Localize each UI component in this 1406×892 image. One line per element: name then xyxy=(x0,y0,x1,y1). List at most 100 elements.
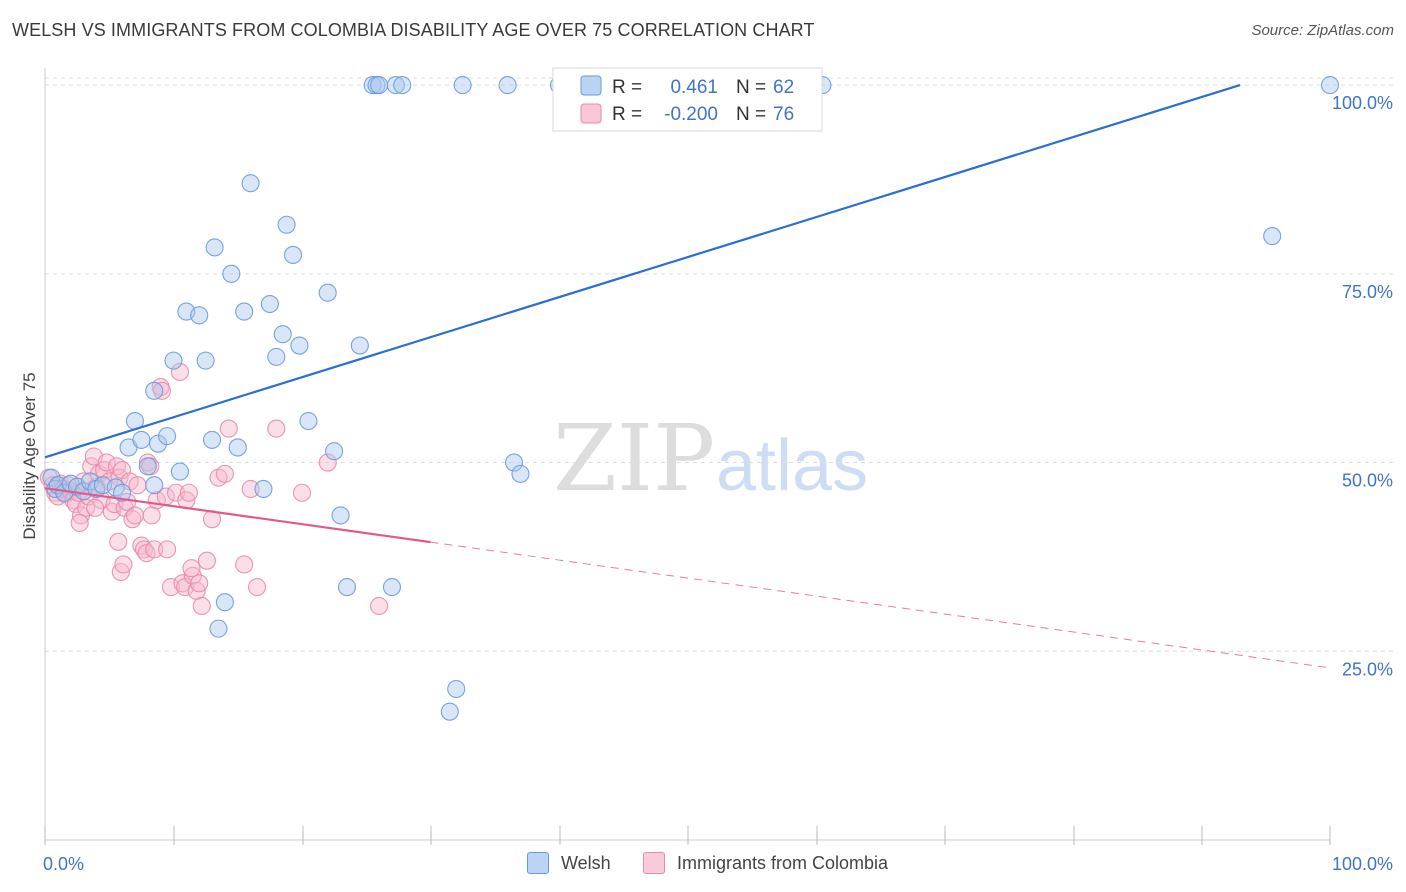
colombia-trend-extension xyxy=(430,541,1331,669)
colombia-point xyxy=(167,483,186,502)
legend-label-colombia: Immigrants from Colombia xyxy=(677,852,889,873)
colombia-point xyxy=(70,513,89,532)
welsh-point xyxy=(393,76,412,95)
colombia-point xyxy=(86,498,105,517)
welsh-point xyxy=(337,578,357,597)
welsh-legend-swatch xyxy=(527,852,549,874)
welsh-point xyxy=(260,294,279,314)
colombia-point xyxy=(97,453,116,472)
welsh-point xyxy=(386,76,405,95)
colombia-point xyxy=(235,555,254,574)
colombia-swatch xyxy=(580,103,602,124)
welsh-point xyxy=(511,464,530,483)
y-tick-label: 75.0% xyxy=(1342,282,1393,302)
welsh-point xyxy=(170,462,189,481)
welsh-trend-line xyxy=(44,84,1241,459)
chart-source: Source: ZipAtlas.com xyxy=(1251,22,1394,39)
y-tick-label: 100.0% xyxy=(1332,93,1393,113)
colombia-point xyxy=(128,476,147,495)
welsh-point xyxy=(370,76,389,95)
colombia-point xyxy=(114,555,133,574)
welsh-point xyxy=(440,702,459,721)
colombia-n-value: 76 xyxy=(773,104,794,125)
welsh-r-label: R = xyxy=(612,77,642,98)
welsh-point xyxy=(447,679,466,699)
scatter-points xyxy=(39,76,1340,721)
colombia-point xyxy=(125,506,144,525)
colombia-point xyxy=(215,464,234,483)
watermark-atlas: atlas xyxy=(716,426,868,506)
welsh-point xyxy=(277,215,296,234)
legend-item-welsh[interactable]: Welsh xyxy=(527,852,611,874)
welsh-point xyxy=(1320,76,1340,95)
y-axis-label: Disability Age Over 75 xyxy=(20,372,39,539)
tick-labels: 25.0% 50.0% 75.0% 100.0% 0.0% 100.0% xyxy=(43,93,1393,874)
welsh-point xyxy=(235,302,254,321)
welsh-n-value: 62 xyxy=(773,77,794,98)
stats-legend: R = 0.461 N = 62 R = -0.200 N = 76 xyxy=(552,67,823,132)
welsh-point xyxy=(203,430,222,449)
colombia-point xyxy=(182,559,201,578)
chart-title: WELSH VS IMMIGRANTS FROM COLOMBIA DISABI… xyxy=(12,20,815,40)
welsh-point xyxy=(382,578,402,597)
colombia-point xyxy=(241,479,260,499)
colombia-point xyxy=(183,566,202,585)
watermark-zip: ZIP xyxy=(553,405,715,512)
welsh-point xyxy=(283,245,303,265)
welsh-point xyxy=(228,438,247,457)
colombia-point xyxy=(197,551,216,570)
colombia-r-value: -0.200 xyxy=(664,104,718,125)
colombia-legend-swatch xyxy=(643,852,665,874)
colombia-point xyxy=(145,540,164,559)
colombia-point xyxy=(179,483,198,502)
colombia-point xyxy=(318,453,337,472)
colombia-point xyxy=(170,362,189,382)
welsh-point xyxy=(290,336,309,355)
welsh-point xyxy=(331,506,350,525)
welsh-point xyxy=(164,351,183,370)
y-tick-label: 50.0% xyxy=(1342,471,1393,491)
welsh-point xyxy=(222,264,241,283)
welsh-point xyxy=(158,427,177,446)
y-tick-label: 25.0% xyxy=(1342,659,1393,679)
welsh-point xyxy=(215,593,234,612)
welsh-point xyxy=(363,76,382,95)
welsh-r-value: 0.461 xyxy=(670,77,718,98)
welsh-point xyxy=(267,347,286,366)
trend-lines xyxy=(44,84,1331,669)
bottom-legend: Welsh Immigrants from Colombia xyxy=(0,850,1406,880)
axes xyxy=(44,68,1331,845)
welsh-point xyxy=(241,174,260,193)
colombia-point xyxy=(247,578,267,597)
welsh-point xyxy=(325,442,344,461)
legend-item-colombia[interactable]: Immigrants from Colombia xyxy=(643,852,888,874)
welsh-point xyxy=(145,381,164,400)
x-tick-label: 0.0% xyxy=(43,854,84,874)
welsh-point xyxy=(209,619,228,638)
welsh-point xyxy=(132,430,151,449)
legend-label-welsh: Welsh xyxy=(561,852,611,873)
x-tick-label: 100.0% xyxy=(1332,854,1393,874)
colombia-point xyxy=(158,540,177,559)
welsh-point xyxy=(145,476,164,495)
colombia-point xyxy=(292,483,312,502)
welsh-swatch xyxy=(580,75,602,96)
welsh-point xyxy=(318,283,337,302)
colombia-point xyxy=(190,574,209,593)
welsh-point xyxy=(299,411,318,431)
colombia-point xyxy=(370,596,389,616)
colombia-point xyxy=(109,532,128,551)
colombia-r-label: R = xyxy=(612,104,642,125)
welsh-point xyxy=(504,453,524,472)
welsh-point xyxy=(205,238,224,257)
welsh-point xyxy=(453,76,472,95)
colombia-point xyxy=(192,596,211,616)
welsh-point xyxy=(273,325,292,344)
welsh-point xyxy=(113,483,132,502)
colombia-n-label: N = xyxy=(736,104,766,125)
welsh-point xyxy=(42,468,61,487)
welsh-point xyxy=(138,457,157,476)
colombia-trend-line xyxy=(44,487,431,544)
colombia-point xyxy=(161,578,180,597)
